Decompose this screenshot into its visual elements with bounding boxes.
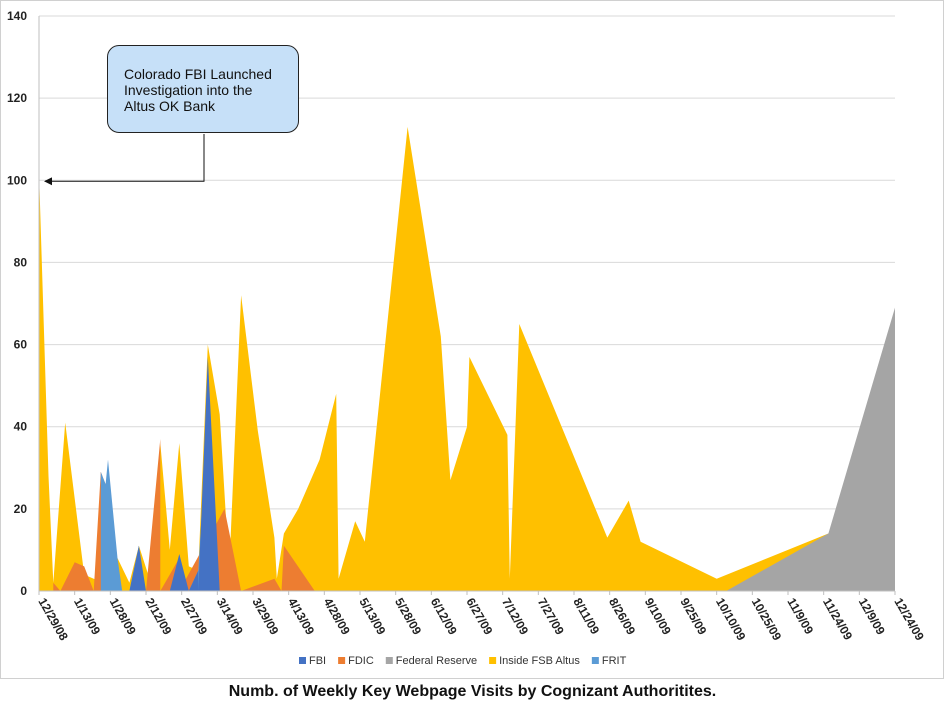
legend-label: FBI: [309, 655, 326, 667]
x-tick-label: 9/25/09: [677, 596, 709, 638]
legend-item-fdic: FDIC: [338, 655, 374, 667]
series-areas: [39, 126, 895, 592]
x-tick-label: 12/24/09: [891, 596, 927, 644]
legend-swatch: [489, 657, 497, 664]
callout-line-1: Colorado FBI Launched: [124, 66, 272, 82]
y-tick-label: 80: [14, 255, 28, 269]
callout-line-2: Investigation into the: [124, 82, 253, 98]
axes: [38, 16, 896, 595]
x-tick-label: 12/9/09: [856, 596, 888, 638]
x-tick-label: 11/9/09: [784, 596, 816, 637]
x-tick-label: 4/13/09: [285, 596, 317, 638]
x-tick-label: 3/14/09: [214, 596, 246, 638]
y-tick-label: 140: [7, 9, 27, 23]
y-tick-label: 20: [14, 502, 28, 516]
series-area-fbi: [129, 356, 220, 591]
y-tick-label: 100: [7, 173, 27, 187]
x-tick-label: 4/28/09: [321, 596, 353, 638]
callout-arrow: [44, 134, 205, 186]
legend-item-inside-fsb-altus: Inside FSB Altus: [489, 655, 580, 667]
y-tick-label: 120: [7, 91, 27, 105]
x-tick-label: 8/26/09: [606, 596, 638, 638]
legend-label: FDIC: [348, 655, 374, 667]
area-chart: 0 20 40 60 80 100 120 140 12/29/08 1/13/09 1/28/0…: [7, 9, 927, 667]
chart-area: 0 20 40 60 80 100 120 140 12/29/08 1/13/09 1/28/0…: [0, 0, 944, 679]
legend-swatch: [385, 657, 393, 664]
y-tick-label: 0: [20, 584, 27, 598]
callout-line-3: Altus OK Bank: [124, 98, 216, 114]
y-tick-label: 40: [14, 420, 28, 434]
x-tick-label: 7/12/09: [499, 596, 531, 638]
x-tick-label: 9/10/09: [642, 596, 674, 638]
legend-label: Inside FSB Altus: [499, 655, 580, 667]
legend-item-federal-reserve: Federal Reserve: [385, 655, 477, 667]
x-tick-label: 7/27/09: [535, 596, 567, 638]
y-tick-labels: 0 20 40 60 80 100 120 140: [7, 9, 27, 598]
x-tick-label: 5/13/09: [356, 596, 388, 638]
callout-arrow-line: [44, 134, 205, 186]
annotation-callout: Colorado FBI Launched Investigation into…: [107, 45, 299, 133]
x-tick-label: 8/11/09: [570, 596, 602, 637]
legend-swatch: [338, 657, 346, 664]
x-tick-label: 1/28/09: [107, 596, 139, 638]
x-tick-label: 10/10/09: [713, 596, 749, 644]
y-tick-label: 60: [14, 338, 28, 352]
x-tick-label: 1/13/09: [71, 596, 103, 638]
x-tick-label: 12/29/08: [35, 596, 71, 644]
x-tick-label: 2/27/09: [178, 596, 210, 638]
x-tick-labels: 12/29/08 1/13/09 1/28/09 2/12/09 2/27/09 3/14…: [35, 596, 927, 644]
series-area-inside-fsb-altus: [39, 126, 829, 592]
series-area-federal-reserve: [726, 307, 895, 591]
x-tick-label: 5/28/09: [392, 596, 424, 638]
legend-item-frit: FRIT: [591, 655, 627, 667]
legend-swatch: [591, 657, 599, 664]
x-tick-label: 6/12/09: [428, 596, 460, 638]
x-tick-label: 10/25/09: [749, 596, 785, 644]
legend-swatch: [299, 657, 306, 664]
legend-item-fbi: FBI: [299, 655, 326, 667]
legend: FBI FDIC Federal Reserve Inside FSB Altus FR…: [299, 655, 627, 667]
x-tick-label: 6/27/09: [463, 596, 495, 638]
x-tick-label: 3/29/09: [249, 596, 281, 638]
chart-caption: Numb. of Weekly Key Webpage Visits by Co…: [228, 683, 717, 700]
x-tick-label: 11/24/09: [820, 596, 855, 643]
x-tick-label: 2/12/09: [142, 596, 174, 638]
legend-label: FRIT: [602, 655, 627, 667]
legend-label: Federal Reserve: [396, 655, 477, 667]
